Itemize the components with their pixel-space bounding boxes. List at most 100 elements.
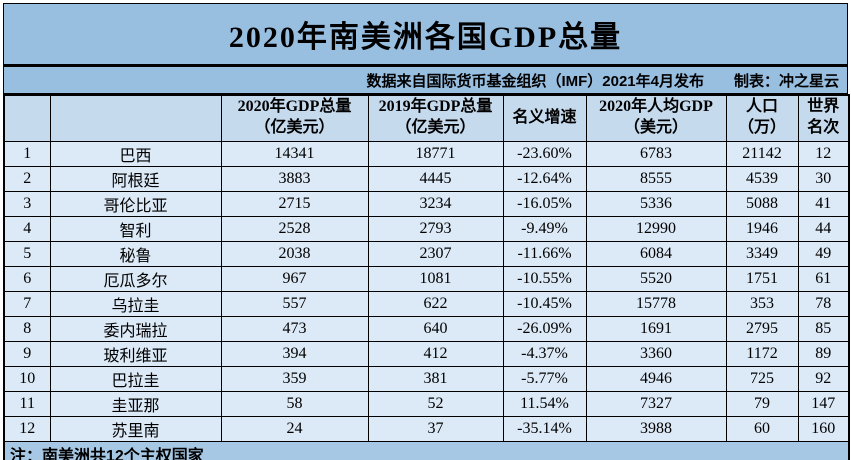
cell-gdp-per-capita-2020: 3988 (585, 415, 727, 442)
cell-nominal-growth: -26.09% (502, 315, 587, 342)
cell-gdp-2019: 18771 (367, 140, 504, 167)
cell-gdp-2020: 24 (220, 415, 369, 442)
cell-population-10k: 4539 (725, 165, 799, 192)
cell-gdp-per-capita-2020: 3360 (585, 340, 727, 367)
cell-rank: 7 (3, 290, 51, 317)
cell-gdp-2020: 359 (220, 365, 369, 392)
cell-gdp-2019: 52 (367, 390, 504, 417)
cell-population-10k: 3349 (725, 240, 799, 267)
column-header-gdp-per-capita-2020: 2020年人均GDP （美元） (585, 94, 727, 142)
cell-gdp-2020: 14341 (220, 140, 369, 167)
cell-population-10k: 1751 (725, 265, 799, 292)
note-row: 注：南美洲共12个主权国家 (3, 440, 850, 460)
cell-country: 阿根廷 (49, 165, 222, 192)
cell-gdp-2020: 2528 (220, 215, 369, 242)
cell-gdp-2020: 2715 (220, 190, 369, 217)
cell-world-rank: 160 (797, 415, 850, 442)
cell-country: 乌拉圭 (49, 290, 222, 317)
cell-gdp-2019: 622 (367, 290, 504, 317)
cell-population-10k: 725 (725, 365, 799, 392)
cell-gdp-per-capita-2020: 15778 (585, 290, 727, 317)
cell-gdp-per-capita-2020: 6783 (585, 140, 727, 167)
cell-gdp-2019: 640 (367, 315, 504, 342)
cell-nominal-growth: -35.14% (502, 415, 587, 442)
column-header-world-rank: 世界 名次 (797, 94, 850, 142)
cell-rank: 9 (3, 340, 51, 367)
cell-population-10k: 2795 (725, 315, 799, 342)
cell-gdp-2019: 3234 (367, 190, 504, 217)
cell-world-rank: 85 (797, 315, 850, 342)
table-row: 1 巴西 14341 18771 -23.60% 6783 21142 12 (3, 140, 850, 167)
table-row: 4 智利 2528 2793 -9.49% 12990 1946 44 (3, 215, 850, 242)
cell-gdp-per-capita-2020: 6084 (585, 240, 727, 267)
cell-rank: 3 (3, 190, 51, 217)
cell-rank: 4 (3, 215, 51, 242)
cell-country: 厄瓜多尔 (49, 265, 222, 292)
cell-world-rank: 61 (797, 265, 850, 292)
cell-gdp-2020: 473 (220, 315, 369, 342)
table-row: 8 委内瑞拉 473 640 -26.09% 1691 2795 85 (3, 315, 850, 342)
table-row: 12 苏里南 24 37 -35.14% 3988 60 160 (3, 415, 850, 442)
cell-world-rank: 92 (797, 365, 850, 392)
cell-gdp-per-capita-2020: 5520 (585, 265, 727, 292)
cell-gdp-per-capita-2020: 8555 (585, 165, 727, 192)
cell-gdp-2019: 1081 (367, 265, 504, 292)
gdp-table: 2020年GDP总量 （亿美元） 2019年GDP总量 （亿美元） 名义增速 2020年人… (3, 94, 850, 460)
cell-country: 哥伦比亚 (49, 190, 222, 217)
cell-nominal-growth: -16.05% (502, 190, 587, 217)
title-bar: 2020年南美洲各国GDP总量 (3, 3, 848, 65)
cell-world-rank: 41 (797, 190, 850, 217)
column-header-gdp-2019: 2019年GDP总量 （亿美元） (367, 94, 504, 142)
table-row: 2 阿根廷 3883 4445 -12.64% 8555 4539 30 (3, 165, 850, 192)
cell-population-10k: 1946 (725, 215, 799, 242)
cell-nominal-growth: -11.66% (502, 240, 587, 267)
cell-gdp-2019: 381 (367, 365, 504, 392)
cell-nominal-growth: -5.77% (502, 365, 587, 392)
cell-world-rank: 12 (797, 140, 850, 167)
cell-gdp-2020: 394 (220, 340, 369, 367)
cell-nominal-growth: -9.49% (502, 215, 587, 242)
column-header-population-10k: 人口 （万） (725, 94, 799, 142)
cell-gdp-2020: 3883 (220, 165, 369, 192)
cell-gdp-2020: 58 (220, 390, 369, 417)
cell-nominal-growth: -23.60% (502, 140, 587, 167)
cell-country: 苏里南 (49, 415, 222, 442)
column-header-nominal-growth: 名义增速 (502, 94, 587, 142)
data-source-text: 数据来自国际货币基金组织（IMF）2021年4月发布 (366, 72, 704, 90)
cell-world-rank: 147 (797, 390, 850, 417)
cell-rank: 11 (3, 390, 51, 417)
table-row: 7 乌拉圭 557 622 -10.45% 15778 353 78 (3, 290, 850, 317)
cell-gdp-2020: 967 (220, 265, 369, 292)
table-row: 10 巴拉圭 359 381 -5.77% 4946 725 92 (3, 365, 850, 392)
cell-world-rank: 89 (797, 340, 850, 367)
cell-nominal-growth: 11.54% (502, 390, 587, 417)
cell-population-10k: 21142 (725, 140, 799, 167)
cell-gdp-per-capita-2020: 1691 (585, 315, 727, 342)
cell-country: 巴西 (49, 140, 222, 167)
table-row: 11 圭亚那 58 52 11.54% 7327 79 147 (3, 390, 850, 417)
cell-gdp-2019: 2307 (367, 240, 504, 267)
column-header-rank (3, 94, 51, 142)
table-body: 1 巴西 14341 18771 -23.60% 6783 21142 12 2 阿根廷 3883 4… (3, 140, 850, 442)
table-row: 9 玻利维亚 394 412 -4.37% 3360 1172 89 (3, 340, 850, 367)
cell-gdp-per-capita-2020: 7327 (585, 390, 727, 417)
cell-country: 玻利维亚 (49, 340, 222, 367)
cell-rank: 6 (3, 265, 51, 292)
cell-rank: 10 (3, 365, 51, 392)
column-header-gdp-2020: 2020年GDP总量 （亿美元） (220, 94, 369, 142)
cell-gdp-2019: 37 (367, 415, 504, 442)
credit-text: 制表：冲之星云 (733, 72, 839, 90)
cell-world-rank: 44 (797, 215, 850, 242)
cell-gdp-2019: 412 (367, 340, 504, 367)
table-note: 注：南美洲共12个主权国家 (3, 440, 850, 460)
cell-gdp-per-capita-2020: 12990 (585, 215, 727, 242)
cell-world-rank: 49 (797, 240, 850, 267)
column-header-country (49, 94, 222, 142)
cell-nominal-growth: -10.55% (502, 265, 587, 292)
cell-rank: 5 (3, 240, 51, 267)
cell-gdp-2020: 2038 (220, 240, 369, 267)
cell-population-10k: 353 (725, 290, 799, 317)
cell-gdp-per-capita-2020: 5336 (585, 190, 727, 217)
page-title: 2020年南美洲各国GDP总量 (228, 21, 623, 54)
